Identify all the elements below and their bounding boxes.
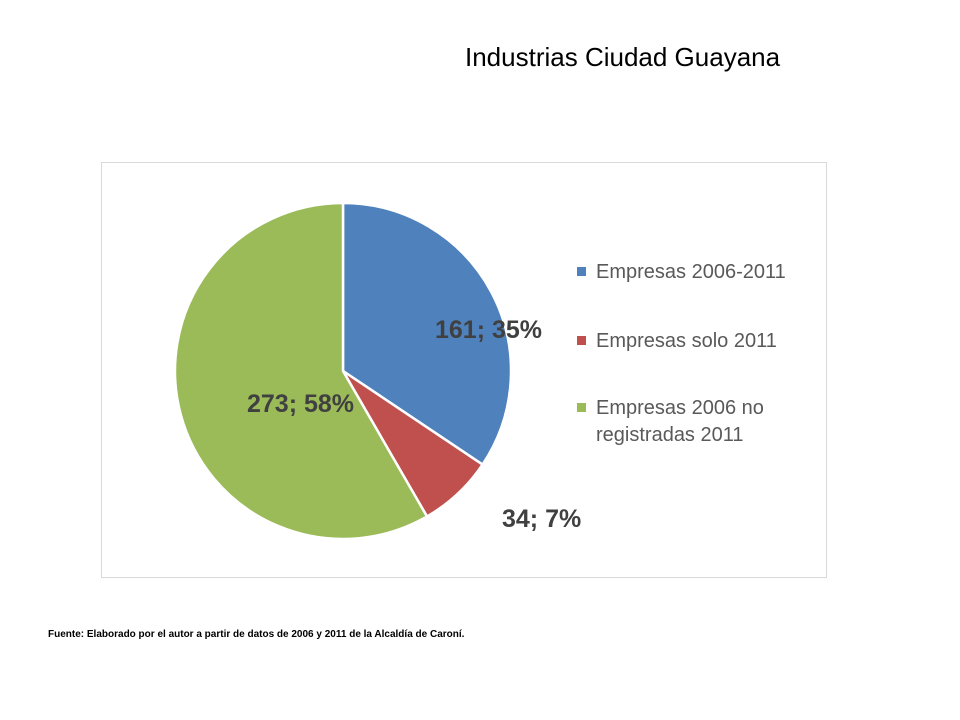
- data-label-3: 273; 58%: [247, 390, 354, 418]
- chart-legend: Empresas 2006-2011 Empresas solo 2011 Empr…: [577, 259, 811, 449]
- source-note: Fuente: Elaborado por el autor a partir …: [48, 629, 465, 640]
- legend-item-3: Empresas 2006 no registradas 2011: [577, 395, 811, 449]
- legend-item-1: Empresas 2006-2011: [577, 259, 811, 286]
- legend-swatch: [577, 403, 586, 412]
- legend-item-2: Empresas solo 2011: [577, 328, 811, 355]
- data-label-2: 34; 7%: [502, 505, 581, 533]
- legend-swatch: [577, 267, 586, 276]
- data-label-1: 161; 35%: [435, 316, 542, 344]
- chart-area: 161; 35% 34; 7% 273; 58% Empresas 2006-201…: [101, 162, 827, 578]
- legend-label: Empresas 2006 no registradas 2011: [596, 397, 764, 446]
- legend-label: Empresas solo 2011: [596, 330, 777, 352]
- pie-chart: 161; 35% 34; 7% 273; 58%: [173, 201, 581, 541]
- legend-label: Empresas 2006-2011: [596, 261, 786, 283]
- pie-slice-1: [341, 201, 513, 466]
- page-title: Industrias Ciudad Guayana: [465, 42, 781, 72]
- pie-slice-3: [173, 201, 429, 541]
- legend-swatch: [577, 336, 586, 345]
